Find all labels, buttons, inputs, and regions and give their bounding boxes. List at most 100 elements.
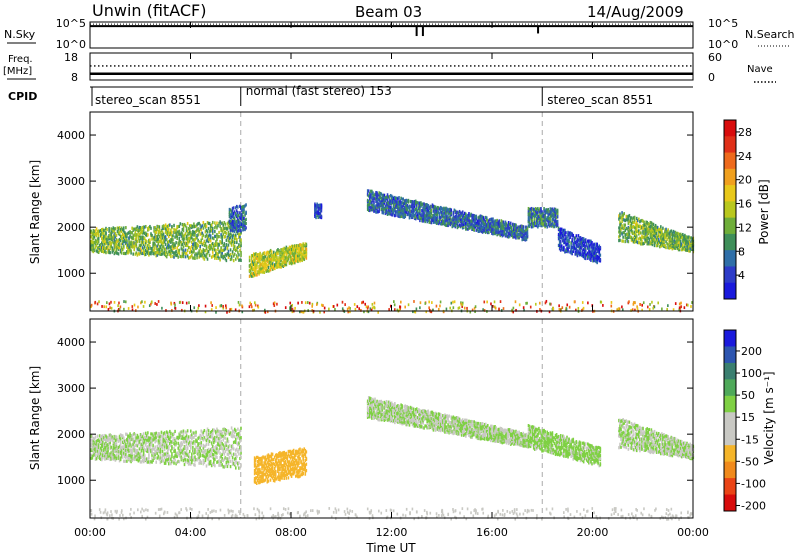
power-echo-3222 — [580, 237, 583, 241]
power-echo-1523 — [290, 247, 293, 252]
power-echo-3286 — [590, 250, 592, 254]
power-echo-2957 — [543, 213, 545, 218]
power-echo-1810 — [382, 202, 385, 207]
power-echo-2499 — [478, 221, 481, 225]
power-echo-1218 — [248, 268, 251, 272]
power-echo-2138 — [427, 211, 430, 215]
power-ground-113 — [680, 301, 682, 305]
power-echo-2439 — [469, 214, 471, 218]
power-echo-205 — [118, 237, 121, 242]
power-echo-2750 — [514, 228, 516, 232]
power-echo-2686 — [504, 232, 507, 237]
power-echo-585 — [171, 230, 173, 234]
power-echo-1315 — [261, 261, 264, 265]
power-echo-483 — [158, 239, 161, 243]
power-echo-3296 — [591, 241, 593, 245]
power-ground-42 — [483, 300, 486, 304]
power-echo-706 — [188, 239, 191, 243]
velocity-echo-420 — [146, 457, 148, 461]
velocity-echo-520 — [159, 447, 162, 452]
power-echo-3387 — [622, 231, 624, 235]
power-echo-2544 — [484, 227, 487, 231]
power-echo-3339 — [597, 255, 600, 259]
power-echo-1356 — [266, 250, 269, 254]
power-echo-1074 — [239, 249, 241, 253]
velocity-echo-579 — [166, 439, 169, 443]
power-echo-2622 — [496, 231, 498, 235]
power-echo-1287 — [258, 264, 260, 268]
velocity-echo-345 — [135, 443, 138, 447]
power-echo-319 — [135, 233, 138, 237]
velocity-echo-334 — [134, 450, 137, 454]
power-echo-2061 — [417, 201, 419, 205]
power-echo-3347 — [598, 252, 601, 256]
power-echo-2721 — [509, 232, 512, 236]
power-echo-1501 — [287, 247, 290, 251]
power-echo-2041 — [413, 199, 416, 204]
power-echo-1600 — [300, 245, 302, 249]
power-echo-1603 — [301, 256, 303, 261]
power-echo-545 — [165, 228, 168, 232]
power-echo-3603 — [652, 231, 655, 235]
power-echo-3205 — [578, 243, 581, 247]
power-echo-1741 — [373, 205, 375, 209]
power-echo-2357 — [457, 211, 460, 215]
power-echo-3706 — [668, 238, 670, 242]
velocity-echo-432 — [147, 445, 149, 449]
power-echo-3866 — [689, 236, 691, 240]
power-echo-960 — [223, 230, 226, 234]
power-echo-3647 — [658, 230, 661, 234]
velocity-echo-592 — [169, 457, 171, 461]
velocity-echo-618 — [173, 449, 175, 454]
velocity-echo-46 — [96, 454, 99, 458]
power-echo-1474 — [283, 246, 286, 250]
power-echo-2950 — [542, 212, 544, 216]
power-echo-487 — [158, 225, 161, 229]
power-echo-2627 — [496, 222, 498, 226]
velocity-echo-627 — [174, 443, 176, 447]
power-echo-550 — [166, 240, 169, 245]
power-echo-989 — [227, 243, 230, 247]
power-echo-482 — [158, 244, 161, 249]
power-echo-2438 — [469, 219, 471, 223]
power-echo-3027 — [552, 210, 555, 215]
power-echo-2184 — [433, 211, 436, 216]
velocity-echo-335 — [134, 448, 137, 452]
power-echo-355 — [140, 249, 143, 253]
power-echo-3216 — [579, 236, 582, 240]
power-echo-528 — [163, 235, 166, 239]
power-echo-717 — [189, 231, 192, 235]
power-echo-3605 — [652, 226, 655, 231]
power-echo-82 — [102, 245, 104, 249]
power-echo-866 — [210, 255, 213, 259]
power-echo-3417 — [627, 234, 630, 238]
velocity-echo-232 — [120, 448, 123, 452]
power-echo-2993 — [548, 219, 551, 223]
power-echo-3087 — [560, 246, 563, 250]
power-echo-850 — [207, 221, 210, 225]
power-echo-673 — [183, 222, 186, 227]
power-echo-3503 — [639, 220, 641, 224]
power-echo-2495 — [478, 229, 481, 233]
power-echo-1746 — [374, 209, 376, 213]
power-echo-2876 — [531, 219, 534, 223]
power-echo-2115 — [425, 218, 427, 222]
power-echo-54 — [97, 240, 100, 244]
power-echo-3254 — [584, 245, 587, 249]
velocity-echo-48 — [96, 449, 99, 453]
power-echo-1765 — [376, 195, 378, 199]
power-echo-2132 — [426, 203, 429, 207]
power-echo-158 — [112, 241, 115, 245]
velocity-echo-12 — [91, 446, 94, 450]
velocity-echo-586 — [167, 444, 170, 448]
velocity-echo-488 — [154, 432, 156, 436]
power-echo-2149 — [428, 206, 431, 210]
velocity-echo-617 — [173, 455, 175, 459]
power-echo-2592 — [491, 217, 493, 221]
power-echo-1790 — [380, 204, 383, 208]
power-echo-3842 — [686, 236, 688, 240]
power-echo-2203 — [435, 207, 438, 211]
power-echo-3030 — [553, 221, 556, 226]
power-echo-2 — [90, 242, 93, 246]
power-echo-3127 — [567, 250, 569, 254]
